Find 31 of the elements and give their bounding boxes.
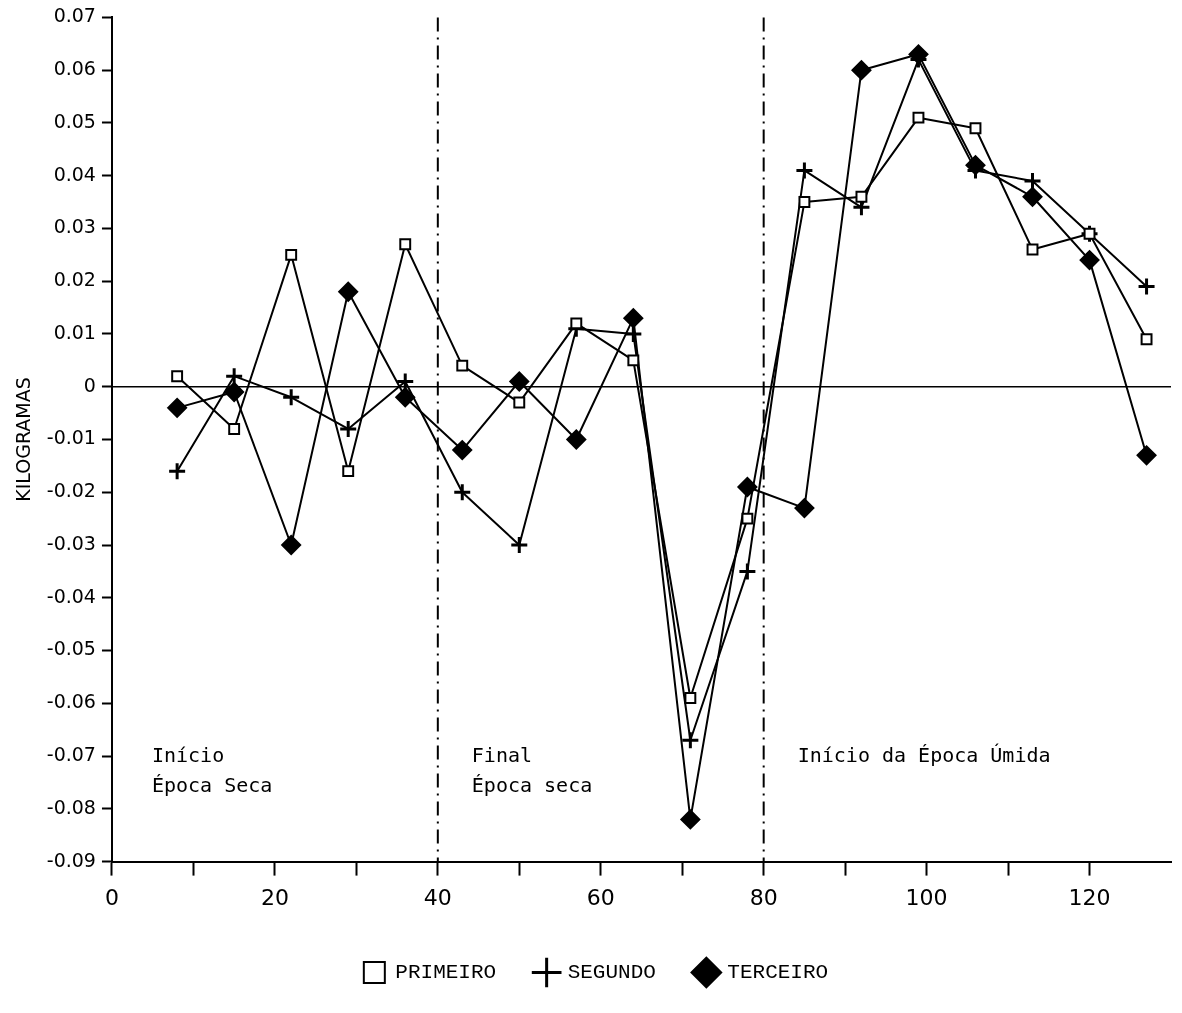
y-tick-label: -0.05 [46, 637, 96, 660]
y-tick-label: 0.05 [53, 109, 96, 132]
y-tick-label: -0.04 [46, 584, 96, 607]
x-tick-label: 0 [104, 884, 119, 910]
x-tick-label: 120 [1068, 884, 1111, 910]
y-tick-label: 0.01 [53, 320, 96, 343]
x-tick-label: 100 [905, 884, 948, 910]
y-tick-label: 0.03 [53, 215, 96, 238]
x-tick-label: 80 [749, 884, 778, 910]
legend-label: TERCEIRO [727, 961, 829, 985]
annotation: Início da Época Úmida [797, 742, 1051, 767]
y-tick-label: 0.07 [53, 4, 96, 27]
annotation: Início Época Seca [151, 742, 273, 797]
y-tick-label: 0.04 [53, 162, 96, 185]
y-tick-label: -0.03 [46, 531, 96, 554]
y-tick-label: -0.09 [46, 848, 96, 871]
y-tick-label: 0.02 [53, 268, 96, 291]
y-tick-label: -0.07 [46, 743, 96, 766]
x-tick-label: 40 [423, 884, 452, 910]
y-tick-label: 0.06 [53, 57, 96, 80]
legend-label: PRIMEIRO [395, 961, 497, 985]
y-tick-label: 0 [83, 373, 96, 396]
annotation: Final Época seca [471, 742, 593, 797]
y-axis-title: KILOGRAMAS [12, 377, 35, 502]
legend-label: SEGUNDO [567, 961, 656, 985]
y-tick-label: -0.06 [46, 690, 96, 713]
y-tick-label: -0.02 [46, 479, 96, 502]
y-tick-label: -0.01 [46, 426, 96, 449]
x-tick-label: 60 [586, 884, 615, 910]
y-tick-label: -0.08 [46, 795, 96, 818]
x-tick-label: 20 [260, 884, 289, 910]
